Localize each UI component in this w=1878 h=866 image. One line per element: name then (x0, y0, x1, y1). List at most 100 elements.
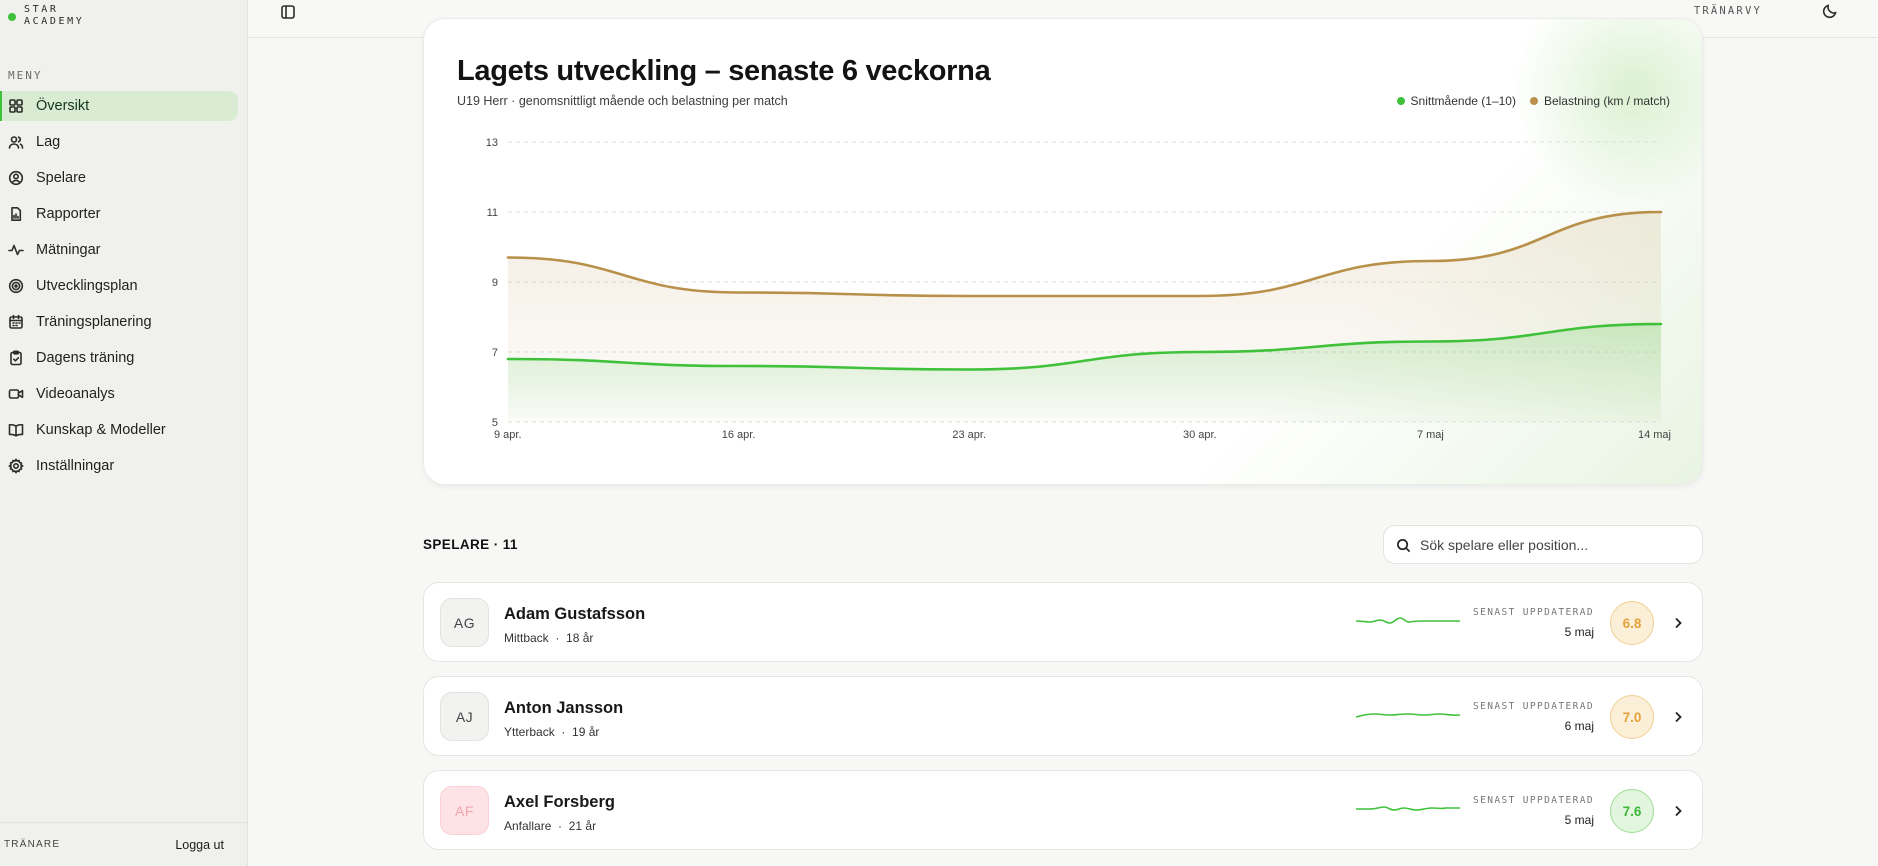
report-icon (8, 206, 24, 222)
chart-title: Lagets utveckling – senaste 6 veckorna (457, 55, 991, 87)
book-icon (8, 422, 24, 438)
sidebar-item-rapporter[interactable]: Rapporter (0, 199, 238, 229)
chevron-right-icon[interactable] (1670, 709, 1686, 725)
grid-icon (8, 98, 24, 114)
sidebar-item-kunskap-modeller[interactable]: Kunskap & Modeller (0, 415, 238, 445)
search-input[interactable] (1420, 536, 1690, 553)
sidebar: STAR ACADEMY MENY Översikt Lag Spelare R… (0, 0, 248, 866)
line-area-chart: 5 7 9 11 13 9 apr. 16 apr. 23 apr. 30 apr. 7 maj 1… (486, 137, 1671, 441)
player-name: Anton Jansson (504, 699, 624, 717)
updated-date: 5 maj (1564, 625, 1594, 639)
users-icon (8, 134, 24, 150)
x-tick-label: 9 apr. (494, 429, 522, 441)
legend-item-load: Belastning (km / match) (1529, 94, 1670, 108)
menu-label: MENY (8, 69, 43, 82)
x-tick-label: 7 maj (1417, 429, 1444, 441)
user-role: TRÄNARE (4, 839, 61, 850)
updated-label: SENAST UPPDATERAD (1472, 795, 1594, 806)
sidebar-item-label: Mätningar (36, 242, 101, 258)
updated-label: SENAST UPPDATERAD (1472, 607, 1594, 618)
sidebar-item-spelare[interactable]: Spelare (0, 163, 238, 193)
target-icon (8, 278, 24, 294)
y-tick-label: 13 (486, 137, 498, 149)
sidebar-item-label: Rapporter (36, 206, 101, 222)
mood-score-badge: 7.6 (1610, 789, 1654, 833)
card-glow-decoration (1502, 19, 1702, 199)
sidebar-item-matningar[interactable]: Mätningar (0, 235, 238, 265)
player-name: Axel Forsberg (504, 793, 615, 811)
avatar: AG (440, 598, 489, 647)
sidebar-item-label: Lag (36, 134, 61, 150)
sidebar-item-label: Videoanalys (36, 386, 115, 402)
gear-icon (8, 458, 24, 474)
clipboard-check-icon (8, 350, 24, 366)
player-position: Mittback (504, 631, 549, 645)
player-meta: Anfallare · 21 år (504, 819, 597, 833)
sidebar-item-oversikt[interactable]: Översikt (0, 91, 238, 121)
legend-label-load: Belastning (km / match) (1543, 94, 1670, 108)
sidebar-toggle-icon[interactable] (280, 4, 296, 20)
logout-button[interactable]: Logga ut (175, 837, 224, 852)
y-tick-label: 9 (492, 277, 498, 289)
sidebar-item-label: Dagens träning (36, 350, 135, 366)
legend-item-mood: Snittmående (1–10) (1396, 94, 1516, 108)
players-heading: SPELARE · 11 (423, 537, 518, 552)
view-label: TRÄNARVY (1693, 5, 1762, 17)
chevron-right-icon[interactable] (1670, 615, 1686, 631)
x-tick-label: 14 maj (1638, 429, 1671, 441)
sidebar-item-videoanalys[interactable]: Videoanalys (0, 379, 238, 409)
user-circle-icon (8, 170, 24, 186)
player-position: Anfallare (504, 819, 552, 833)
video-icon (8, 386, 24, 402)
mood-sparkline (1356, 713, 1460, 718)
avatar: AF (440, 786, 489, 835)
player-row[interactable]: AF Axel Forsberg Anfallare · 21 år SENAS… (423, 770, 1703, 850)
player-row[interactable]: AG Adam Gustafsson Mittback · 18 år SENA… (423, 582, 1703, 662)
player-row[interactable]: AJ Anton Jansson Ytterback · 19 år SENAS… (423, 676, 1703, 756)
y-tick-label: 7 (492, 347, 498, 359)
brand-line-2: ACADEMY (24, 16, 85, 27)
brand-dot-icon (8, 13, 16, 21)
player-search[interactable] (1383, 525, 1703, 564)
sidebar-nav: Översikt Lag Spelare Rapporter Mätningar… (0, 91, 248, 487)
mood-sparkline (1356, 806, 1460, 811)
updated-label: SENAST UPPDATERAD (1472, 701, 1594, 712)
team-development-chart-card: Lagets utveckling – senaste 6 veckorna U… (423, 18, 1703, 485)
avatar: AJ (440, 692, 489, 741)
mood-sparkline (1356, 617, 1460, 624)
sidebar-item-lag[interactable]: Lag (0, 127, 238, 157)
mood-score-badge: 6.8 (1610, 601, 1654, 645)
brand-line-1: STAR (24, 4, 59, 15)
mood-area (508, 324, 1661, 422)
sidebar-item-dagens-traning[interactable]: Dagens träning (0, 343, 238, 373)
calendar-icon (8, 314, 24, 330)
player-list: AG Adam Gustafsson Mittback · 18 år SENA… (423, 582, 1703, 864)
updated-date: 5 maj (1564, 813, 1594, 827)
sidebar-item-utvecklingsplan[interactable]: Utvecklingsplan (0, 271, 238, 301)
search-icon (1396, 538, 1411, 553)
moon-icon[interactable] (1822, 3, 1838, 19)
sidebar-item-label: Utvecklingsplan (36, 278, 138, 294)
activity-icon (8, 242, 24, 258)
sidebar-footer: TRÄNARE Logga ut (0, 822, 248, 866)
chart-subtitle: U19 Herr · genomsnittligt mående och bel… (457, 94, 788, 108)
legend-label-mood: Snittmående (1–10) (1410, 94, 1516, 108)
x-tick-label: 16 apr. (722, 429, 756, 441)
load-series-line (506, 210, 1663, 298)
sidebar-item-traningsplanering[interactable]: Träningsplanering (0, 307, 238, 337)
mood-series-line (506, 322, 1663, 371)
sidebar-item-label: Inställningar (36, 458, 115, 474)
sidebar-item-installningar[interactable]: Inställningar (0, 451, 238, 481)
mood-score-badge: 7.0 (1610, 695, 1654, 739)
y-tick-label: 11 (487, 207, 498, 219)
player-meta: Mittback · 18 år (504, 631, 594, 645)
legend-dot-load (1529, 97, 1538, 105)
chevron-right-icon[interactable] (1670, 803, 1686, 819)
chart-legend: Snittmående (1–10) Belastning (km / matc… (1396, 94, 1670, 108)
player-age: 18 år (566, 631, 594, 645)
player-age: 21 år (568, 819, 597, 833)
brand-logo[interactable]: STAR ACADEMY (8, 4, 84, 28)
sidebar-item-label: Kunskap & Modeller (36, 422, 166, 438)
legend-dot-mood (1396, 97, 1405, 105)
updated-date: 6 maj (1564, 719, 1594, 733)
